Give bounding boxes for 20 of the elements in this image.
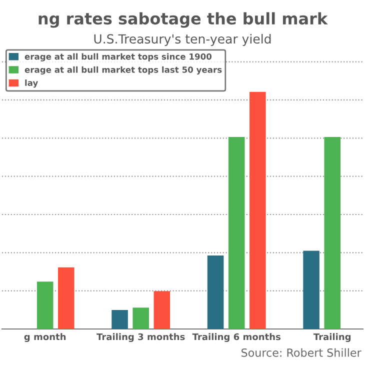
chart-subtitle: U.S.Treasury's ten-year yield [94, 34, 271, 46]
bar [36, 282, 54, 329]
x-tick-label: Trailing 6 months [192, 333, 280, 342]
legend-label: erage at all bull market tops since 1900 [24, 53, 212, 62]
x-tick-label: Trailing 3 months [96, 333, 185, 342]
chart-title: ng rates sabotage the bull mark [38, 12, 328, 28]
bar [303, 250, 320, 329]
source-note: Source: Robert Shiller [242, 348, 362, 357]
bar [250, 92, 266, 329]
bar [132, 308, 149, 329]
bar [112, 310, 128, 329]
bar [324, 136, 340, 329]
bar [207, 256, 224, 329]
legend-label: erage at all bull market tops last 50 years [24, 66, 222, 75]
bar [228, 136, 245, 329]
legend-label: lay [25, 80, 38, 88]
x-tick-label: Trailing [313, 333, 351, 342]
bar [154, 291, 170, 329]
x-tick-label: g month [24, 333, 66, 342]
bar [58, 267, 74, 329]
